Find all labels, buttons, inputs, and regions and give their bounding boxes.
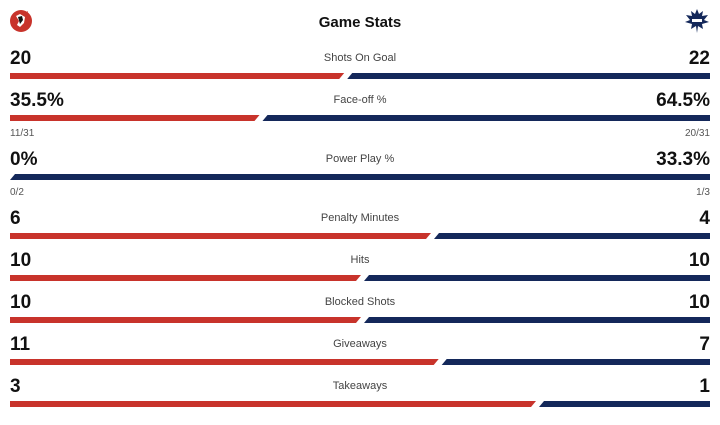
home-stat-detail: 0/2: [10, 187, 24, 198]
home-stat-value: 10: [10, 250, 32, 271]
away-stat-value: 4: [699, 208, 710, 229]
home-share-bar: [10, 359, 439, 365]
home-share-bar: [10, 73, 345, 79]
away-share-bar: [364, 317, 710, 323]
comparison-bar: [10, 275, 710, 281]
stat-label: Face-off %: [333, 94, 387, 106]
stat-label: Takeaways: [332, 380, 388, 392]
away-share-bar: [539, 401, 710, 407]
page-title: Game Stats: [318, 14, 402, 31]
away-stat-value: 1: [699, 376, 710, 397]
away-share-bar: [10, 174, 710, 180]
away-stat-value: 22: [688, 48, 710, 69]
home-share-bar: [10, 317, 361, 323]
maple-leafs-logo-icon: [684, 8, 710, 34]
comparison-bar: [10, 317, 710, 323]
away-stat-value: 10: [688, 292, 710, 313]
home-stat-value: 6: [10, 208, 21, 229]
stat-label: Giveaways: [333, 338, 387, 350]
away-share-bar: [262, 115, 710, 121]
away-share-bar: [434, 233, 710, 239]
away-share-bar: [364, 275, 710, 281]
home-share-bar: [10, 275, 361, 281]
away-share-bar: [347, 73, 710, 79]
away-stat-value: 33.3%: [656, 149, 710, 170]
home-stat-value: 3: [10, 376, 21, 397]
home-stat-value: 35.5%: [10, 90, 64, 111]
away-stat-value: 64.5%: [656, 90, 710, 111]
stat-label: Power Play %: [325, 153, 395, 165]
comparison-bar: [10, 73, 710, 79]
devils-logo-icon: [8, 8, 34, 34]
comparison-bar: [10, 115, 710, 121]
home-stat-value: 11: [10, 334, 31, 355]
home-share-bar: [10, 401, 536, 407]
home-stat-value: 0%: [10, 149, 38, 170]
home-share-bar: [10, 115, 260, 121]
away-stat-detail: 1/3: [696, 187, 710, 198]
away-stat-value: 10: [688, 250, 710, 271]
stat-label: Blocked Shots: [324, 296, 396, 308]
away-stat-value: 7: [699, 334, 710, 355]
stat-label: Shots On Goal: [323, 52, 397, 64]
stat-label: Penalty Minutes: [320, 212, 400, 224]
stat-label: Hits: [350, 254, 370, 266]
home-stat-value: 10: [10, 292, 32, 313]
comparison-bar: [10, 401, 710, 407]
stats-header: Game Stats: [0, 0, 720, 46]
home-share-bar: [10, 233, 431, 239]
home-stat-value: 20: [10, 48, 32, 69]
home-stat-detail: 11/31: [10, 128, 35, 139]
away-stat-detail: 20/31: [684, 128, 710, 139]
comparison-bar: [10, 359, 710, 365]
comparison-bar: [10, 174, 710, 180]
away-share-bar: [441, 359, 710, 365]
comparison-bar: [10, 233, 710, 239]
